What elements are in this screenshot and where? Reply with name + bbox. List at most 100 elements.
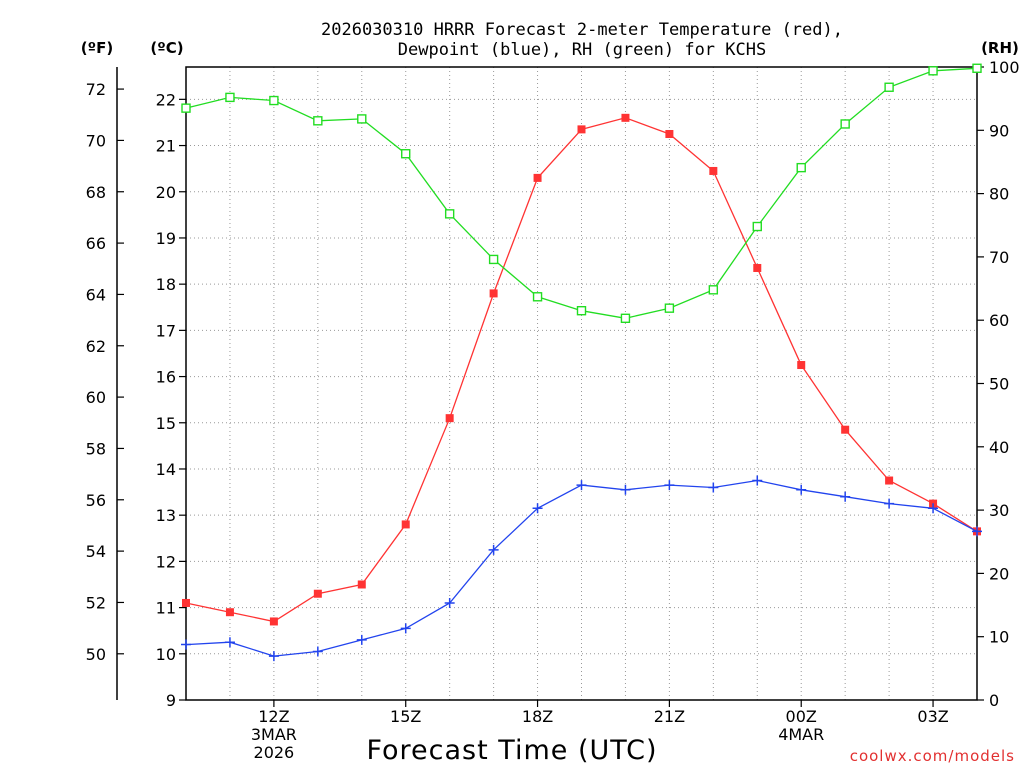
dewpoint-point xyxy=(444,597,455,608)
celsius-tick-label: 9 xyxy=(166,691,176,710)
rh-tick-label: 30 xyxy=(989,501,1009,520)
celsius-tick-label: 12 xyxy=(156,552,176,571)
fahrenheit-unit-label: (ºF) xyxy=(81,39,113,57)
x-tick-label: 12Z xyxy=(258,707,289,726)
celsius-tick-label: 18 xyxy=(156,275,176,294)
fahrenheit-tick-label: 50 xyxy=(86,645,106,664)
rh-point xyxy=(620,313,631,324)
temperature-point xyxy=(313,589,322,598)
dewpoint-point xyxy=(268,651,279,662)
temperature-point xyxy=(489,289,498,298)
dewpoint-point xyxy=(356,634,367,645)
celsius-unit-label: (ºC) xyxy=(150,39,183,57)
temperature-point xyxy=(269,617,278,626)
fahrenheit-tick-label: 62 xyxy=(86,337,106,356)
chart-title-line-1: 2026030310 HRRR Forecast 2-meter Tempera… xyxy=(321,20,843,40)
dewpoint-point xyxy=(181,639,191,650)
temperature-point xyxy=(577,125,586,134)
celsius-tick-label: 11 xyxy=(156,599,176,618)
fahrenheit-tick-label: 56 xyxy=(86,491,106,510)
rh-point xyxy=(313,116,323,126)
rh-point xyxy=(576,306,587,316)
x-tick-label: 2026 xyxy=(254,743,295,762)
rh-point xyxy=(401,149,411,159)
temperature-point xyxy=(797,361,806,370)
fahrenheit-tick-label: 58 xyxy=(86,439,106,458)
rh-unit-label: (RH) xyxy=(981,39,1019,57)
credit-text: coolwx.com/models xyxy=(850,747,1015,765)
rh-point xyxy=(269,95,279,106)
x-axis-title: Forecast Time (UTC) xyxy=(366,735,657,766)
rh-tick-label: 10 xyxy=(989,628,1009,647)
fahrenheit-tick-label: 54 xyxy=(86,542,106,561)
axes xyxy=(116,66,984,707)
dewpoint-point xyxy=(224,637,235,648)
celsius-tick-label: 21 xyxy=(156,137,176,156)
fahrenheit-tick-label: 52 xyxy=(86,593,106,612)
dewpoint-point xyxy=(708,482,719,493)
celsius-tick-label: 10 xyxy=(156,645,176,664)
fahrenheit-tick-label: 64 xyxy=(86,285,106,304)
dewpoint-point xyxy=(972,526,982,537)
fahrenheit-tick-label: 60 xyxy=(86,388,106,407)
dewpoint-point xyxy=(488,544,499,555)
rh-point xyxy=(532,292,543,302)
dewpoint-point xyxy=(312,646,323,657)
dewpoint-point xyxy=(884,498,895,509)
rh-point xyxy=(181,103,191,113)
rh-tick-label: 50 xyxy=(989,375,1009,394)
fahrenheit-tick-label: 72 xyxy=(86,80,106,99)
dewpoint-point xyxy=(620,484,631,495)
rh-tick-label: 80 xyxy=(989,185,1009,204)
fahrenheit-tick-label: 68 xyxy=(86,183,106,202)
dewpoint-point xyxy=(532,503,543,514)
temperature-point xyxy=(445,414,454,423)
temperature-point xyxy=(753,263,762,272)
tick-labels: 9 10 11 12 13 14 15 16 17 18 19 20 21 22 50 52 54 56 58 60 6… xyxy=(86,58,1020,762)
rh-point xyxy=(444,209,455,219)
rh-point xyxy=(840,119,850,129)
celsius-tick-label: 13 xyxy=(156,506,176,525)
celsius-tick-label: 20 xyxy=(156,183,176,202)
rh-point xyxy=(928,66,938,76)
dewpoint-point xyxy=(752,475,763,486)
dewpoint-line xyxy=(185,479,978,657)
rh-point xyxy=(972,63,982,73)
rh-point xyxy=(884,82,894,92)
rh-point xyxy=(357,114,367,124)
temperature-point xyxy=(709,166,718,175)
rh-point xyxy=(708,285,719,295)
temperature-line xyxy=(185,117,978,623)
rh-tick-label: 0 xyxy=(989,691,999,710)
chart-title-line-2: Dewpoint (blue), RH (green) for KCHS xyxy=(398,40,766,60)
temperature-point xyxy=(357,580,366,589)
celsius-tick-label: 17 xyxy=(156,321,176,340)
rh-point xyxy=(225,92,235,103)
temperature-point xyxy=(401,520,410,529)
rh-point xyxy=(796,162,806,173)
dewpoint-point xyxy=(400,623,411,634)
temperature-point xyxy=(533,173,542,182)
fahrenheit-tick-label: 66 xyxy=(86,234,106,253)
rh-tick-label: 60 xyxy=(989,311,1009,330)
rh-point xyxy=(488,254,499,265)
temperature-point xyxy=(182,598,190,607)
rh-point xyxy=(664,303,675,313)
fahrenheit-tick-label: 70 xyxy=(86,131,106,150)
x-tick-label: 15Z xyxy=(390,707,421,726)
x-tick-label: 03Z xyxy=(917,707,948,726)
rh-tick-label: 100 xyxy=(989,58,1020,77)
celsius-tick-label: 19 xyxy=(156,229,176,248)
grid-lines xyxy=(186,67,977,700)
dewpoint-point xyxy=(840,491,851,502)
x-tick-label: 00Z xyxy=(786,707,817,726)
data-series xyxy=(181,63,982,662)
dewpoint-point xyxy=(928,503,939,514)
rh-tick-label: 70 xyxy=(989,248,1009,267)
celsius-tick-label: 22 xyxy=(156,90,176,109)
celsius-tick-label: 15 xyxy=(156,414,176,433)
celsius-tick-label: 14 xyxy=(156,460,176,479)
rh-line xyxy=(185,67,978,319)
temperature-point xyxy=(621,113,630,122)
